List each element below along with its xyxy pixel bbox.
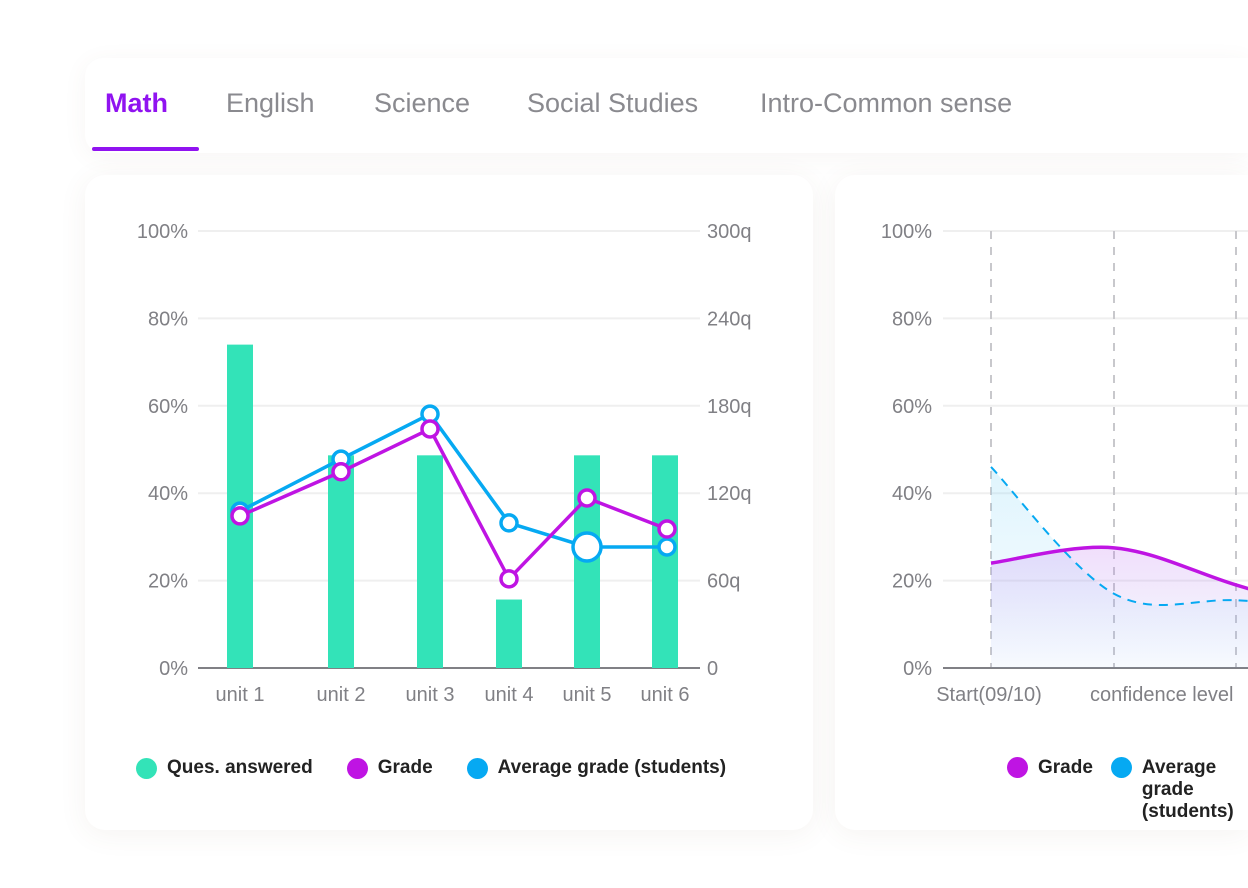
y-tick-label: 60%	[892, 396, 932, 418]
y-right-tick-label: 60q	[707, 571, 740, 593]
subject-tabs: Math English Science Social Studies Intr…	[85, 58, 1248, 153]
grade-area	[991, 547, 1248, 668]
x-tick-label: confidence level	[1090, 684, 1233, 706]
average-point	[499, 513, 519, 533]
tab-science[interactable]: Science	[374, 88, 471, 118]
legend-item-questions: Ques. answered	[136, 757, 313, 779]
legend-item-grade: Grade	[1007, 757, 1093, 779]
y-right-tick-label: 300q	[707, 221, 752, 243]
legend-item-average: Average grade (students)	[466, 757, 726, 779]
y-tick-label: 0%	[159, 658, 188, 680]
legend-swatch	[1007, 757, 1028, 778]
grade-point	[499, 569, 519, 589]
bar-questions-answered	[652, 455, 678, 668]
y-right-tick-label: 180q	[707, 396, 752, 418]
y-tick-label: 20%	[148, 571, 188, 593]
legend-item-grade: Grade	[346, 757, 433, 779]
y-tick-label: 0%	[903, 658, 932, 680]
y-tick-label: 60%	[148, 396, 188, 418]
tab-math[interactable]: Math	[105, 88, 168, 118]
legend-swatch	[346, 757, 368, 779]
y-tick-label: 80%	[148, 308, 188, 330]
average-line	[990, 466, 1248, 606]
bar-questions-answered	[328, 455, 354, 668]
x-tick-label: unit 5	[563, 684, 612, 706]
y-tick-label: 40%	[892, 483, 932, 505]
active-tab-indicator	[92, 147, 199, 151]
tab-social-studies[interactable]: Social Studies	[527, 88, 699, 118]
x-tick-label: unit 2	[317, 684, 366, 706]
grade-point	[331, 462, 351, 482]
y-tick-label: 20%	[892, 571, 932, 593]
tab-intro-common-sense[interactable]: Intro-Common sense	[760, 88, 1013, 118]
average-point	[571, 531, 603, 563]
grade-line	[239, 426, 668, 582]
grade-point	[657, 519, 677, 539]
y-right-tick-label: 240q	[707, 308, 752, 330]
confidence-legend: Grade Average grade (students)	[1007, 757, 1243, 823]
y-tick-label: 100%	[137, 221, 188, 243]
grade-point	[420, 419, 440, 439]
x-tick-label: Start(09/10)	[936, 684, 1042, 706]
x-tick-label: unit 1	[216, 684, 265, 706]
legend-swatch	[1110, 757, 1132, 778]
y-tick-label: 100%	[881, 221, 932, 243]
grades-legend: Ques. answered Grade Average grade (stud…	[136, 757, 760, 779]
bar-questions-answered	[417, 455, 443, 668]
y-tick-label: 80%	[892, 308, 932, 330]
legend-swatch	[136, 757, 157, 779]
legend-item-average: Average grade (students)	[1110, 757, 1243, 823]
grade-point	[230, 506, 250, 526]
grade-line	[990, 545, 1248, 591]
x-tick-label: unit 3	[406, 684, 455, 706]
y-tick-label: 40%	[148, 483, 188, 505]
tab-english[interactable]: English	[226, 88, 315, 118]
x-tick-label: unit 4	[485, 684, 534, 706]
y-right-tick-label: 0	[707, 658, 718, 680]
grade-point	[577, 488, 597, 508]
average-point	[657, 537, 677, 557]
y-right-tick-label: 120q	[707, 483, 752, 505]
bar-questions-answered	[496, 599, 522, 668]
confidence-chart-card	[835, 175, 1248, 830]
x-tick-label: unit 6	[641, 684, 690, 706]
legend-swatch	[466, 757, 488, 779]
grades-chart-card	[85, 175, 813, 830]
